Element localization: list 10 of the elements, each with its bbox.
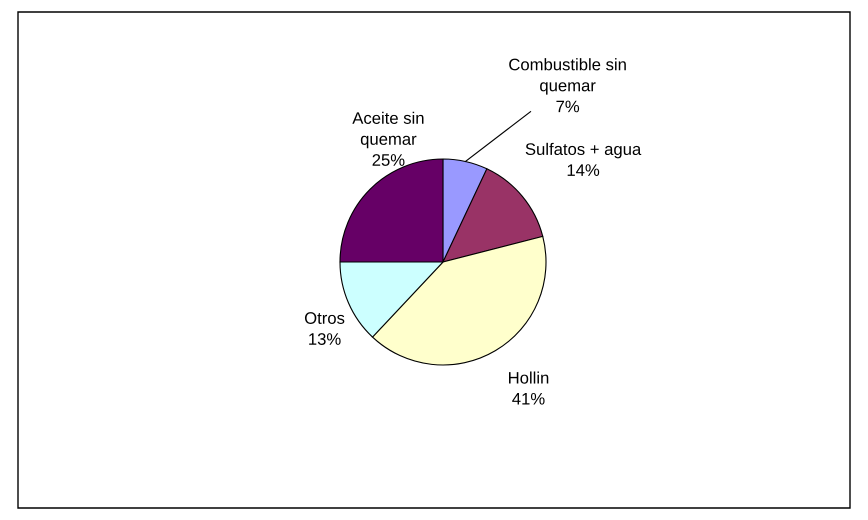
data-label: 41%	[512, 392, 545, 405]
data-label: 25%	[372, 154, 404, 166]
data-label: 13%	[309, 333, 341, 345]
slice-label: Aceite sin quemar	[352, 112, 424, 148]
data-label: 14%	[568, 164, 600, 176]
data-label: 7%	[556, 100, 580, 112]
slice-label: Combustible sin quemar	[509, 58, 626, 95]
slice-label: Otros	[304, 312, 344, 324]
slice-label: Sulfatos + agua	[526, 142, 642, 158]
slice-label: Hollin	[509, 371, 548, 384]
